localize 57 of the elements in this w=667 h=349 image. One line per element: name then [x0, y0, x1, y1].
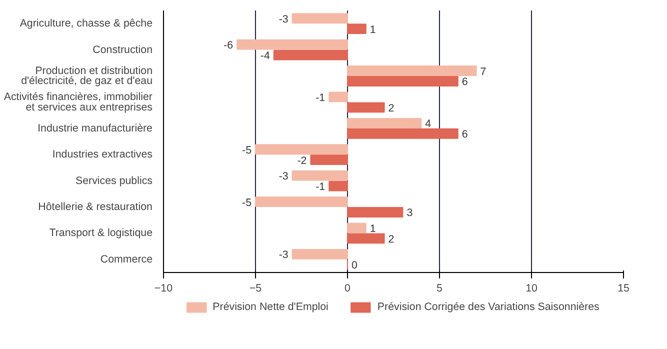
y-tick-label: Commerce	[100, 253, 153, 266]
data-label: 6	[462, 128, 468, 141]
bar	[347, 66, 477, 76]
bar	[292, 248, 348, 260]
data-label: -1	[316, 92, 326, 104]
data-label: -6	[224, 40, 234, 52]
y-tick-label: Production et distribution d'électricité, de gaz et d'eau	[21, 64, 153, 88]
data-label: 2	[388, 233, 394, 246]
data-label: 1	[370, 222, 376, 235]
data-label: -5	[242, 144, 252, 156]
bar	[347, 207, 404, 218]
x-tick-label: 0	[344, 282, 351, 294]
bar	[328, 92, 348, 102]
data-label: 0	[352, 260, 358, 272]
x-tick-label: −5	[249, 282, 262, 294]
bar	[255, 144, 348, 155]
data-label: 7	[480, 66, 486, 78]
data-label: -3	[278, 170, 288, 183]
bar	[347, 233, 385, 244]
data-label: -1	[316, 181, 326, 194]
x-tick-label: 5	[436, 282, 443, 294]
data-label: -3	[278, 13, 288, 26]
y-tick-label: Industrie manufacturière	[38, 122, 153, 134]
data-label: 2	[388, 102, 394, 114]
y-tick-label: Activités financières, immobilier et services aux entreprises	[4, 90, 153, 114]
x-tick-label: 10	[526, 282, 538, 294]
x-tick-label: 15	[618, 282, 630, 294]
bar	[292, 170, 348, 181]
bar	[328, 180, 348, 192]
x-tick-label: −10	[154, 282, 173, 294]
y-tick-label: Agriculture, chasse & pêche	[20, 18, 153, 30]
data-label: -4	[260, 50, 270, 62]
data-label: -2	[297, 154, 307, 167]
data-label: -5	[242, 196, 252, 209]
legend-label: Prévision Corrigée des Variations Saisonnières	[377, 301, 600, 313]
data-label: 1	[370, 24, 376, 36]
bar	[273, 50, 348, 60]
legend-label: Prévision Nette d'Emploi	[212, 301, 328, 313]
data-label: 4	[425, 118, 432, 130]
data-label: -3	[278, 249, 288, 262]
bar	[347, 128, 458, 139]
bar	[236, 39, 348, 50]
bar	[255, 196, 348, 207]
y-tick-label: Services publics	[76, 174, 153, 187]
bar	[292, 13, 348, 24]
bar	[347, 102, 385, 113]
bar	[347, 118, 422, 128]
y-tick-label: Transport & logistique	[49, 227, 153, 240]
bar	[310, 154, 348, 166]
data-label: 6	[462, 76, 468, 88]
y-tick-label: Hôtellerie & restauration	[38, 201, 153, 213]
y-tick-label: Industries extractives	[52, 148, 153, 161]
bar	[347, 222, 366, 234]
y-tick-label: Construction	[92, 44, 153, 56]
data-label: 3	[406, 207, 413, 220]
bar	[347, 76, 458, 86]
bar	[347, 24, 366, 34]
